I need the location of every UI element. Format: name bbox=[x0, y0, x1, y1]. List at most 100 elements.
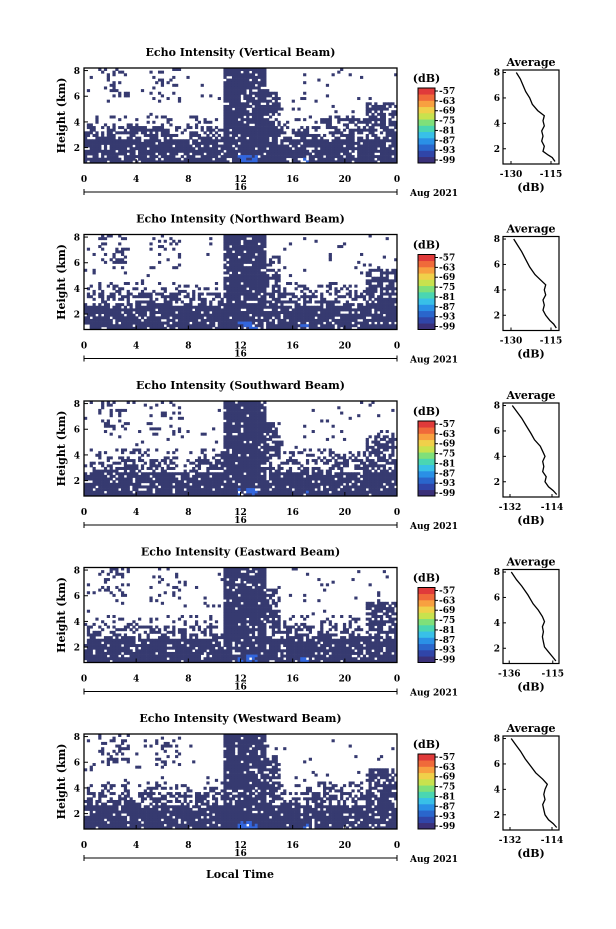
heatmap-cell bbox=[143, 480, 147, 484]
heatmap-cell bbox=[271, 480, 275, 484]
heatmap-cell bbox=[362, 321, 367, 325]
x-tick-label: 0 bbox=[81, 342, 87, 352]
heatmap-cell bbox=[112, 313, 116, 317]
heatmap-cell bbox=[115, 305, 119, 309]
heatmap-cell bbox=[92, 318, 96, 322]
heatmap-cell bbox=[112, 488, 116, 492]
heatmap-cell bbox=[249, 157, 253, 161]
heatmap-cell bbox=[268, 104, 273, 108]
heatmap-cell bbox=[169, 401, 173, 404]
heatmap-cell bbox=[254, 255, 258, 259]
heatmap-cell bbox=[300, 289, 304, 293]
heatmap-cell bbox=[280, 157, 284, 161]
heatmap-cell bbox=[271, 435, 275, 439]
heatmap-cell bbox=[323, 308, 327, 312]
heatmap-cell bbox=[283, 490, 287, 494]
heatmap-cell bbox=[183, 147, 187, 151]
heatmap-cell bbox=[391, 152, 395, 156]
heatmap-cell bbox=[212, 311, 216, 315]
heatmap-cell bbox=[271, 155, 275, 159]
heatmap-cell bbox=[155, 432, 159, 436]
heatmap-cell bbox=[209, 139, 213, 143]
heatmap-cell bbox=[303, 311, 307, 315]
heatmap-cell bbox=[385, 311, 389, 315]
heatmap-cell bbox=[391, 321, 395, 325]
heatmap-cell bbox=[160, 81, 165, 85]
heatmap-cell bbox=[268, 110, 273, 114]
heatmap-cell bbox=[371, 118, 375, 122]
heatmap-cell bbox=[280, 480, 284, 484]
heatmap-cell bbox=[388, 157, 392, 161]
heatmap-cell bbox=[291, 308, 295, 312]
heatmap-cell bbox=[203, 318, 207, 322]
heatmap-cell bbox=[86, 490, 91, 494]
heatmap-cell bbox=[365, 128, 369, 132]
heatmap-cell bbox=[263, 427, 267, 431]
heatmap-cell bbox=[357, 120, 361, 124]
heatmap-cell bbox=[186, 147, 190, 151]
heatmap-cell bbox=[246, 94, 250, 98]
heatmap-cell bbox=[263, 437, 267, 441]
heatmap-cell bbox=[166, 485, 170, 489]
heatmap-cell bbox=[314, 99, 318, 103]
heatmap-cell bbox=[123, 237, 128, 241]
heatmap-cell bbox=[123, 255, 128, 259]
heatmap-cell bbox=[377, 303, 381, 307]
heatmap-cell bbox=[166, 300, 170, 304]
heatmap-cell bbox=[243, 401, 247, 404]
heatmap-cell bbox=[382, 144, 386, 148]
heatmap-cell bbox=[92, 480, 96, 484]
heatmap-cell bbox=[266, 268, 270, 272]
heatmap-cell bbox=[291, 321, 295, 325]
heatmap-cell bbox=[98, 451, 102, 455]
heatmap-cell bbox=[157, 316, 162, 320]
heatmap-cell bbox=[251, 247, 256, 251]
heatmap-cell bbox=[257, 234, 261, 238]
heatmap-cell bbox=[234, 297, 239, 301]
heatmap-cell bbox=[101, 157, 105, 161]
heatmap-cell bbox=[226, 247, 230, 251]
heatmap-cell bbox=[388, 144, 392, 148]
heatmap-cell bbox=[129, 493, 133, 497]
heatmap-cell bbox=[274, 472, 278, 476]
heatmap-cell bbox=[391, 305, 395, 309]
heatmap-cell bbox=[163, 239, 167, 243]
heatmap-cell bbox=[112, 284, 116, 288]
heatmap-cell bbox=[214, 160, 219, 164]
heatmap-cell bbox=[271, 260, 275, 264]
heatmap-cell bbox=[112, 149, 116, 153]
y-tick-label: 4 bbox=[74, 118, 80, 128]
heatmap-cell bbox=[371, 300, 375, 304]
heatmap-cell bbox=[311, 305, 315, 309]
heatmap-cell bbox=[203, 160, 207, 164]
heatmap-cell bbox=[135, 485, 139, 489]
heatmap-cell bbox=[209, 149, 213, 153]
heatmap-cell bbox=[337, 152, 341, 156]
heatmap-cell bbox=[340, 144, 344, 148]
heatmap-cell bbox=[220, 472, 224, 476]
heatmap-cell bbox=[268, 437, 273, 441]
heatmap-cell bbox=[200, 292, 204, 296]
heatmap-cell bbox=[286, 305, 290, 309]
heatmap-cell bbox=[291, 131, 295, 135]
heatmap-cell bbox=[231, 102, 236, 106]
heatmap-cell bbox=[146, 466, 150, 470]
heatmap-cell bbox=[98, 139, 102, 143]
heatmap-cell bbox=[135, 131, 139, 135]
heatmap-cell bbox=[368, 326, 372, 330]
heatmap-cell bbox=[209, 94, 213, 98]
heatmap-cell bbox=[286, 477, 290, 481]
heatmap-cell bbox=[92, 149, 96, 153]
heatmap-cell bbox=[268, 155, 273, 159]
heatmap-cell bbox=[120, 466, 125, 470]
heatmap-cell bbox=[92, 144, 96, 148]
heatmap-cell bbox=[177, 326, 182, 330]
heatmap-cell bbox=[257, 70, 261, 74]
heatmap-cell bbox=[357, 152, 361, 156]
heatmap-cell bbox=[251, 424, 256, 428]
heatmap-cell bbox=[254, 104, 258, 108]
heatmap-cell bbox=[192, 474, 196, 478]
heatmap-cell bbox=[112, 482, 116, 486]
heatmap-cell bbox=[234, 107, 239, 111]
heatmap-cell bbox=[146, 292, 150, 296]
